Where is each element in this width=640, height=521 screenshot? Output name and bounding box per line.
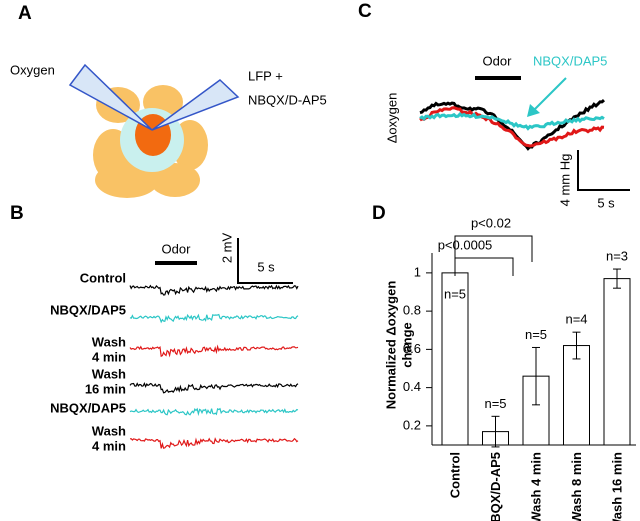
pipette — [68, 63, 153, 131]
panel-b: Odor 2 mV 5 s — [155, 233, 293, 284]
n-label: n=5 — [444, 286, 466, 301]
diagram-label: NBQX/D-AP5 — [248, 92, 327, 107]
stimulus-label: Odor — [483, 53, 513, 68]
trace-label: Wash — [92, 366, 126, 381]
diagram: Oxygen LFP + NBQX/D-AP5 — [10, 62, 327, 198]
arrow-head — [527, 104, 540, 117]
annotation: NBQX/DAP5 — [533, 53, 607, 68]
scale-label: 2 mV — [219, 233, 234, 264]
trace — [129, 382, 299, 394]
y-tick-label: 1 — [414, 264, 421, 279]
trace-label: Control — [80, 270, 126, 285]
y-label: Δoxygen — [384, 93, 399, 144]
trace — [129, 313, 299, 324]
trace-label: 4 min — [92, 349, 126, 364]
comparison-bracket — [454, 257, 514, 276]
n-label: n=3 — [606, 248, 628, 263]
diagram-label: Oxygen — [10, 62, 55, 77]
x-tick-label: Wash 8 min — [569, 452, 584, 521]
x-tick-label: Control — [447, 452, 462, 498]
scale-label: 4 mm Hg — [557, 154, 572, 207]
comparison-bracket — [454, 235, 533, 262]
y-tick-label: 0.4 — [403, 379, 421, 394]
bar — [441, 272, 469, 446]
n-label: n=5 — [525, 327, 547, 342]
trace — [129, 284, 299, 296]
scale-label: 5 s — [597, 195, 615, 210]
trace-label: NBQX/DAP5 — [50, 400, 126, 415]
n-label: n=4 — [565, 312, 587, 327]
pipette — [151, 79, 240, 131]
panel-label: B — [10, 203, 24, 224]
trace-label: Wash — [92, 423, 126, 438]
panel-label: C — [358, 1, 372, 22]
y-label: change — [399, 322, 414, 368]
comparison-label: p<0.02 — [471, 215, 511, 230]
trace — [129, 407, 299, 417]
trace — [129, 344, 299, 358]
x-tick-label: Wash 16 min — [609, 452, 624, 521]
trace-label: 4 min — [92, 438, 126, 453]
comparison-label: p<0.0005 — [438, 237, 493, 252]
n-label: n=5 — [484, 396, 506, 411]
bar — [563, 345, 590, 446]
y-tick-label: 0.2 — [403, 417, 421, 432]
trace-label: NBQX/DAP5 — [50, 302, 126, 317]
x-tick-label: Wash 4 min — [528, 452, 543, 521]
cell — [95, 162, 159, 198]
trace-label: Wash — [92, 334, 126, 349]
trace — [419, 106, 605, 148]
panel-label: D — [372, 203, 386, 224]
trace — [129, 437, 299, 449]
diagram-label: LFP + — [248, 68, 283, 83]
scale-label: 5 s — [257, 259, 275, 274]
panel-label: A — [18, 3, 32, 24]
bar — [603, 278, 631, 446]
x-tick-label: NBQX/D-AP5 — [488, 452, 503, 521]
y-label: Normalized Δoxygen — [383, 281, 398, 410]
y-tick-label: 0.8 — [403, 303, 421, 318]
cell — [150, 163, 200, 197]
trace — [419, 112, 605, 131]
panel-c: Odor NBQX/DAP5 Δoxygen 4 mm Hg 5 s — [384, 53, 630, 210]
stimulus-label: Odor — [162, 241, 192, 256]
arrow — [531, 77, 567, 113]
y-tick-label: 0.6 — [403, 341, 421, 356]
trace-label: 16 min — [85, 381, 126, 396]
